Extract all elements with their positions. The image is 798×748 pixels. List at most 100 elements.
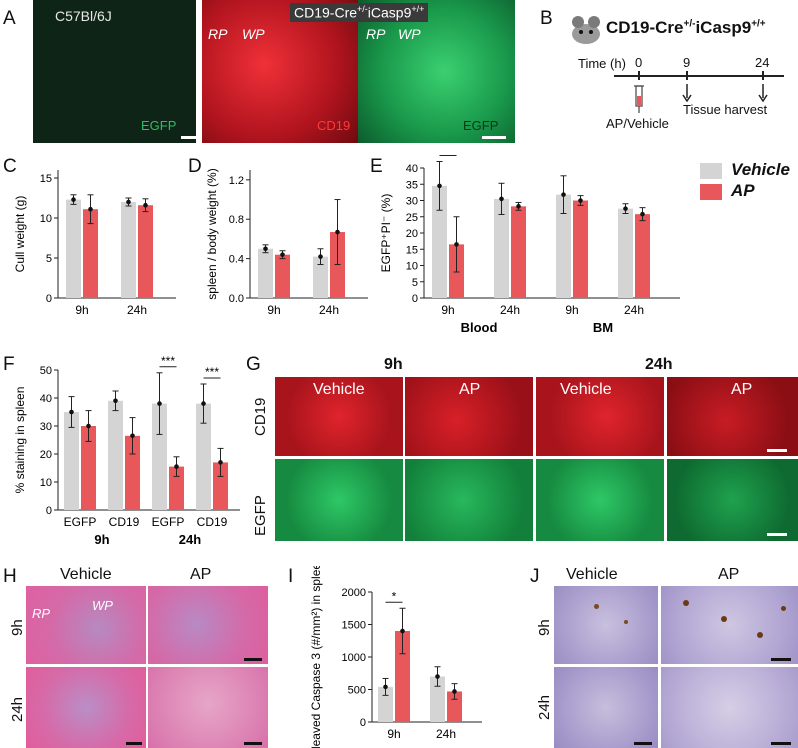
bar [556, 194, 571, 298]
significance-label: *** [205, 365, 219, 379]
panel-letter-j: J [530, 566, 540, 587]
data-point [335, 229, 340, 235]
j-col-vehicle: Vehicle [566, 566, 618, 583]
bar [258, 248, 273, 298]
j-col-ap: AP [718, 566, 740, 583]
bar [169, 466, 184, 510]
y-axis-label: Cull weight (g) [13, 196, 27, 273]
micrograph-g-egfp-24h-vehicle [536, 459, 664, 541]
bar [378, 686, 393, 722]
dab-spot [721, 616, 727, 622]
scale-bar [126, 742, 142, 745]
b-title-mid: iCasp9 [695, 18, 752, 37]
group-label: 24h [179, 532, 201, 547]
h-row-24h: 24h [9, 696, 26, 722]
micrograph-label-rp: RP [208, 26, 228, 42]
y-axis-label: Cleaved Caspase 3 (#/mm²) in spleen [309, 566, 323, 748]
y-tick-label: 0.4 [229, 254, 244, 266]
j-row-9h: 9h [536, 619, 553, 636]
scale-bar [244, 742, 262, 745]
micrograph-h-24h-ap [148, 667, 268, 748]
y-tick-label: 30 [40, 421, 52, 433]
micrograph-label-cd19: CD19 [317, 118, 351, 133]
x-tick-label: 24h [436, 727, 456, 741]
g-label-ap: AP [459, 381, 481, 398]
h-label-wp: WP [92, 598, 113, 613]
y-tick-label: 10 [40, 213, 52, 225]
syringe-icon [634, 85, 644, 113]
arrow-down-icon [758, 84, 768, 102]
data-point [113, 398, 118, 404]
bar [618, 208, 633, 298]
group-label: BM [593, 320, 613, 335]
data-point [69, 409, 74, 415]
scale-bar [181, 136, 196, 139]
genotype-sup2: +/+ [411, 4, 425, 14]
treatment-label: AP/Vehicle [606, 116, 669, 131]
x-tick-label: CD19 [109, 515, 140, 529]
y-axis-label: spleen / body weight (%) [205, 168, 219, 299]
y-tick-label: 1000 [342, 652, 366, 664]
chart-d: 0.0 0.4 0.8 1.2 spleen / body weight (%) 9h 24… [205, 168, 368, 317]
timeline-ticklabel-0: 0 [635, 55, 643, 70]
arrow-down-icon [682, 84, 692, 102]
y-axis-label: EGFP⁺PI⁻ (%) [379, 194, 393, 273]
chart-f: 0 10 20 30 40 50 % staining in spleen EGFP CD19 E… [13, 354, 240, 547]
micrograph-label-egfp-a2: EGFP [463, 118, 499, 133]
micrograph-label-egfp-a1: EGFP [141, 118, 177, 133]
panel-letter-b: B [540, 8, 553, 29]
y-tick-label: 25 [406, 212, 418, 224]
data-point [130, 433, 135, 439]
dab-spot [683, 600, 689, 606]
micrograph-g-cd19-24h-vehicle: Vehicle [536, 377, 664, 456]
bar [313, 256, 328, 298]
group-label: Blood [461, 320, 498, 335]
bar [66, 199, 81, 298]
bar [511, 206, 526, 298]
g-row-cd19: CD19 [252, 397, 269, 436]
y-tick-label: 20 [40, 449, 52, 461]
significance-label: *** [161, 354, 175, 368]
data-point [318, 254, 323, 259]
micrograph-j-24h-ap [661, 667, 798, 748]
micrograph-g-cd19-9h-ap: AP [405, 377, 533, 456]
legend-swatch-vehicle [700, 163, 722, 179]
x-tick-label: 24h [624, 303, 644, 317]
panel-letter-h: H [3, 566, 17, 587]
x-tick-label: 9h [387, 727, 400, 741]
y-tick-label: 5 [46, 253, 52, 265]
g-label-vehicle: Vehicle [560, 381, 612, 398]
data-point [499, 196, 504, 202]
scale-bar [771, 658, 791, 661]
micrograph-egfp: RP WP EGFP [358, 0, 515, 143]
data-point [454, 242, 459, 247]
micrograph-g-egfp-9h-ap [405, 459, 533, 541]
b-title-sup1: +/- [683, 18, 696, 30]
y-tick-label: 30 [406, 196, 418, 208]
data-point [437, 183, 442, 189]
micrograph-label-wp: WP [398, 26, 421, 42]
data-point [561, 192, 566, 197]
g-time-9h: 9h [384, 356, 403, 373]
data-point [452, 689, 457, 694]
bar [494, 198, 509, 298]
scale-bar [767, 533, 787, 536]
b-title-sup2: +/+ [751, 18, 766, 30]
micrograph-j-9h-vehicle [554, 586, 658, 664]
g-label-vehicle: Vehicle [313, 381, 365, 398]
scale-bar [634, 742, 652, 745]
scale-bar [767, 449, 787, 452]
bar [64, 412, 79, 510]
x-tick-label: 9h [75, 303, 88, 317]
y-tick-label: 0.8 [229, 214, 244, 226]
micrograph-label-c57: C57Bl/6J [55, 8, 112, 24]
micrograph-g-egfp-24h-ap [667, 459, 798, 541]
x-tick-label: 24h [127, 303, 147, 317]
data-point [640, 211, 645, 217]
micrograph-label-rp: RP [366, 26, 386, 42]
y-tick-label: 50 [40, 365, 52, 377]
h-col-ap: AP [190, 566, 212, 583]
y-tick-label: 0 [46, 293, 52, 305]
y-tick-label: 0 [360, 717, 366, 729]
